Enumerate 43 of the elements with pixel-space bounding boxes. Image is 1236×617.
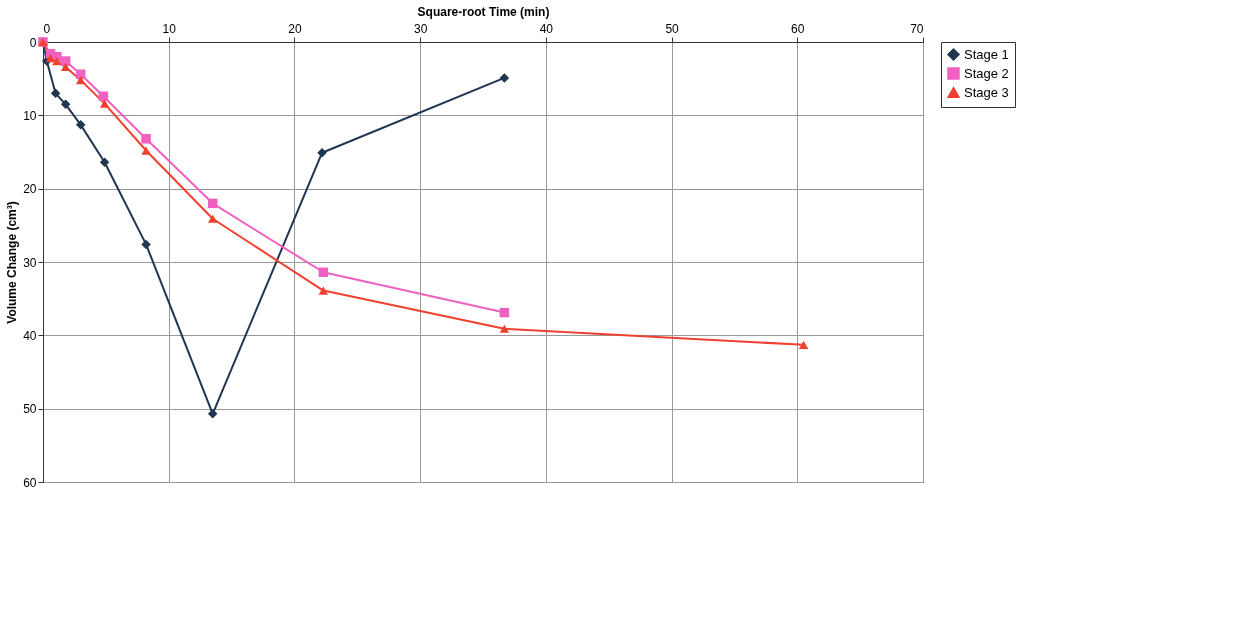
point <box>45 54 56 63</box>
y-tick-label: 40 <box>23 328 37 343</box>
legend-label: Stage 2 <box>964 65 1009 81</box>
x-tick-label: 50 <box>665 21 680 36</box>
point <box>499 307 510 318</box>
point <box>141 239 151 250</box>
x-tick-label: 0 <box>43 21 51 36</box>
x-tick-label: 40 <box>539 21 554 36</box>
x-tick-label: 30 <box>413 21 428 36</box>
point <box>60 99 71 110</box>
y-tick-label: 10 <box>23 108 37 123</box>
y-tick-label: 20 <box>23 182 37 197</box>
point <box>60 56 71 66</box>
point <box>52 56 62 66</box>
y-tick-label: 60 <box>23 475 37 490</box>
point <box>141 134 151 144</box>
legend-label: Stage 3 <box>964 84 1009 100</box>
x-axis-title: Square-root Time (min) <box>417 4 550 19</box>
x-tick-label: 60 <box>791 21 805 36</box>
point <box>207 198 218 209</box>
point <box>99 99 110 108</box>
point <box>499 324 510 333</box>
y-axis-title: Volume Change (cm³) <box>5 201 20 324</box>
point <box>60 62 71 72</box>
y-tick-label: 30 <box>23 255 37 270</box>
x-tick-label: 70 <box>910 21 924 36</box>
point <box>99 157 110 168</box>
point <box>499 73 510 83</box>
point <box>798 340 809 349</box>
point <box>207 409 218 419</box>
point <box>317 147 327 158</box>
point <box>75 120 86 130</box>
point <box>318 267 329 278</box>
point <box>50 88 61 99</box>
point <box>207 214 218 223</box>
x-tick-label: 10 <box>162 21 177 36</box>
y-tick-label: 50 <box>23 402 37 417</box>
point <box>318 286 329 295</box>
legend-label: Stage 1 <box>964 46 1009 62</box>
point <box>141 146 151 155</box>
point <box>75 76 86 85</box>
x-tick-label: 20 <box>288 21 302 36</box>
y-tick-label: 0 <box>29 35 37 50</box>
